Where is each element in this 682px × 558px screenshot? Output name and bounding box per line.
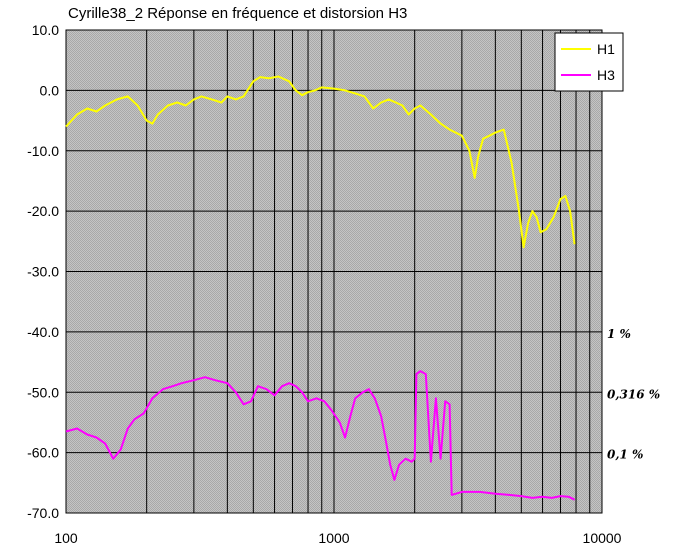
y-tick-label: 10.0	[32, 22, 59, 38]
x-tick-label: 1000	[318, 530, 349, 546]
distortion-annotation: 0,316 %	[607, 387, 660, 401]
plot-border	[65, 29, 603, 514]
legend-label-h1: H1	[597, 41, 615, 57]
series-line-h1	[65, 75, 576, 249]
y-tick-label: -20.0	[27, 203, 59, 219]
y-tick-label: -60.0	[27, 445, 59, 461]
legend-box	[554, 32, 624, 92]
distortion-annotation: 0,1 %	[607, 448, 643, 462]
y-tick-label: -70.0	[27, 505, 59, 521]
y-tick-label: -30.0	[27, 264, 59, 280]
y-tick-label: -50.0	[27, 384, 59, 400]
y-tick-label: -10.0	[27, 143, 59, 159]
x-tick-label: 100	[54, 530, 78, 546]
y-tick-label: 0.0	[40, 82, 60, 98]
x-tick-label: 10000	[583, 530, 622, 546]
y-tick-label: -40.0	[27, 324, 59, 340]
chart-title: Cyrille38_2 Réponse en fréquence et dist…	[68, 5, 407, 22]
legend-label-h3: H3	[597, 67, 615, 83]
distortion-annotation: 1 %	[607, 327, 631, 341]
series-line-h3	[65, 370, 576, 501]
